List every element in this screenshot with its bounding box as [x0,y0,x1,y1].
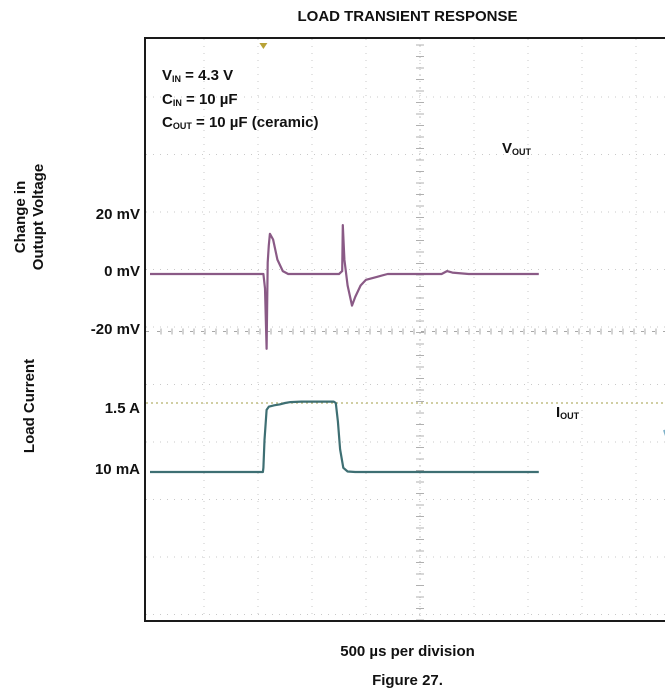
scope-svg [146,39,665,620]
tick-label-0mv: 0 mV [104,263,140,280]
cond-cin-sub: IN [172,97,182,108]
cond-cin-sym: C [162,90,173,108]
cond-vin-value: = 4.3 V [181,67,234,84]
condition-vin: VIN = 4.3 V [162,66,318,90]
vout-trace [150,224,539,350]
upper-axis-label: Change in Outupt Voltage [12,157,48,277]
test-conditions: VIN = 4.3 V CIN = 10 µF COUT = 10 µF (ce… [162,66,318,137]
upper-axis-label-line2: Outupt Voltage [30,163,47,271]
cond-vin-sym: V [162,67,173,84]
iout-trace-label: IOUT [556,404,579,421]
iout-edge-marker [663,429,665,437]
tick-label-20mv: 20 mV [95,206,140,223]
tick-label-1-5a: 1.5 A [104,400,140,417]
condition-cout: COUT = 10 µF (ceramic) [162,113,318,137]
iout-label-main: I [556,404,561,421]
trigger-marker [259,43,268,49]
upper-axis-label-line1: Change in [12,180,29,254]
iout-label-sub: OUT [560,411,580,421]
tick-label-neg20mv: -20 mV [90,321,140,338]
x-axis-label: 500 µs per division [340,643,475,660]
condition-cin: CIN = 10 µF [162,90,318,114]
scope-plot-area [144,37,665,622]
chart-title: LOAD TRANSIENT RESPONSE [297,8,518,25]
tick-label-10ma: 10 mA [94,461,140,478]
vout-trace-label: VOUT [502,140,531,157]
cond-cout-value: = 10 µF (ceramic) [191,114,319,131]
cond-cin-value: = 10 µF [181,90,238,108]
vout-label-sub: OUT [512,147,532,157]
figure-caption: Figure 27. [372,672,443,689]
vout-label-main: V [502,140,513,157]
cond-cout-sym: C [162,114,173,131]
lower-axis-label: Load Current [21,358,38,454]
cond-cout-sub: OUT [172,121,192,131]
cond-vin-sub: IN [172,74,182,84]
iout-trace [150,400,539,474]
